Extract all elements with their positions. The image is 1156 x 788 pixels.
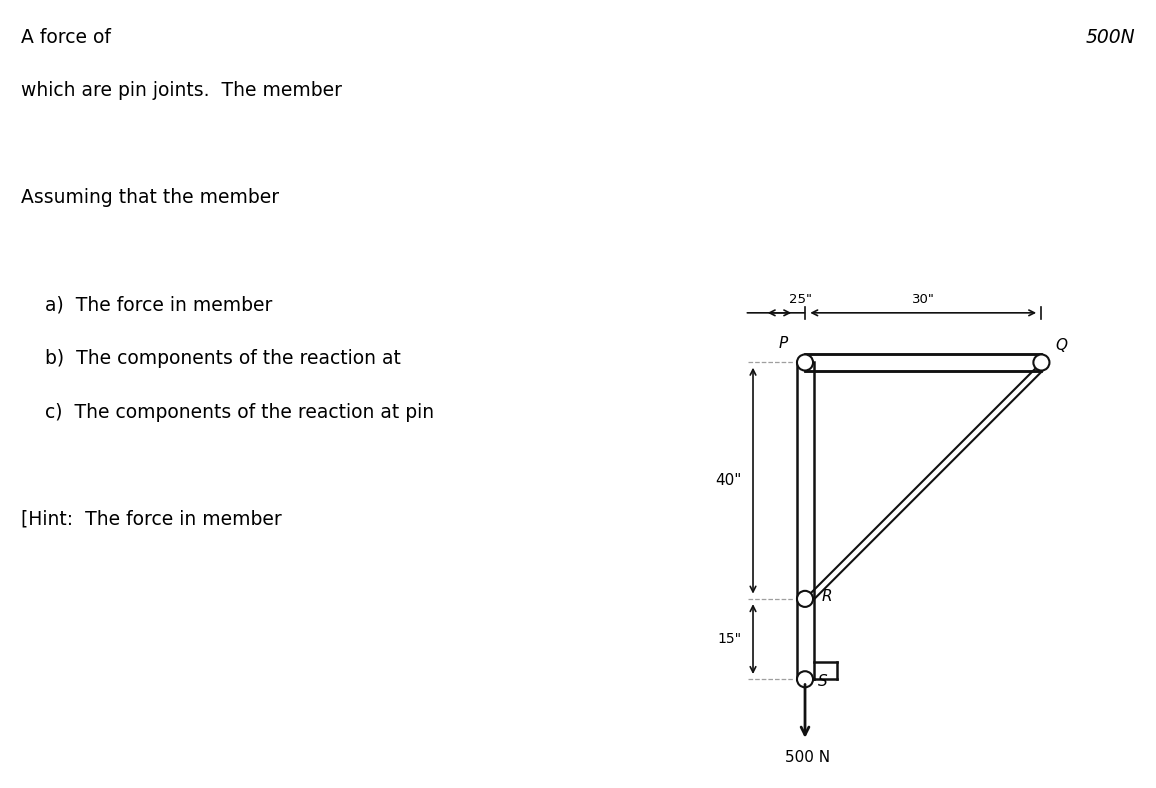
Text: S: S bbox=[818, 674, 828, 690]
Text: Assuming that the member: Assuming that the member bbox=[21, 188, 284, 207]
Text: b)  The components of the reaction at: b) The components of the reaction at bbox=[21, 349, 407, 368]
Circle shape bbox=[796, 591, 813, 607]
Text: 40": 40" bbox=[714, 473, 741, 489]
Text: P: P bbox=[779, 336, 788, 351]
Bar bbox=[805, 354, 1042, 371]
Circle shape bbox=[1033, 355, 1050, 370]
Text: 25": 25" bbox=[788, 293, 812, 306]
Circle shape bbox=[796, 355, 813, 370]
Text: c)  The components of the reaction at pin: c) The components of the reaction at pin bbox=[21, 403, 440, 422]
Text: R: R bbox=[822, 589, 832, 604]
Text: Q: Q bbox=[1055, 338, 1068, 354]
Text: which are pin joints.  The member: which are pin joints. The member bbox=[21, 81, 348, 100]
Bar bbox=[796, 362, 814, 679]
Text: 15": 15" bbox=[717, 632, 741, 646]
Text: 500N: 500N bbox=[1085, 28, 1135, 46]
Text: 500 N: 500 N bbox=[785, 750, 830, 765]
Text: [Hint:  The force in member: [Hint: The force in member bbox=[21, 510, 288, 529]
Text: a)  The force in member: a) The force in member bbox=[21, 296, 279, 314]
Text: 30": 30" bbox=[912, 293, 935, 306]
Text: A force of: A force of bbox=[21, 28, 117, 46]
Circle shape bbox=[796, 671, 813, 687]
